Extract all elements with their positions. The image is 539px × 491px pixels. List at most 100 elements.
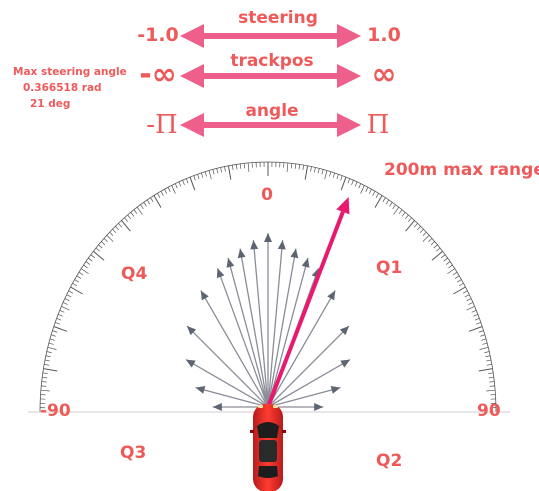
- protractor-tick: [112, 228, 117, 234]
- protractor-tick: [453, 286, 466, 295]
- protractor-tick: [454, 275, 460, 279]
- protractor-tick: [468, 302, 474, 305]
- protractor-tick: [382, 197, 386, 203]
- minus-90-degree-label: -90: [40, 401, 71, 421]
- protractor-tick: [479, 346, 489, 350]
- protractor-tick: [462, 290, 468, 294]
- protractor-tick: [171, 185, 176, 194]
- protractor-tick: [466, 298, 472, 302]
- sensor-ray: [267, 248, 299, 408]
- protractor-tick: [321, 169, 324, 175]
- steering-min-value: -1.0: [137, 24, 179, 46]
- protractor-tick: [185, 178, 189, 184]
- sensor-ray: [237, 248, 269, 408]
- protractor-tick: [98, 244, 103, 249]
- protractor-tick: [481, 338, 487, 341]
- protractor-scale: [28, 161, 510, 413]
- protractor-tick: [456, 279, 462, 283]
- protractor-tick: [392, 204, 396, 210]
- protractor-tick: [143, 202, 147, 207]
- protractor-tick: [51, 334, 57, 337]
- protractor-tick: [385, 199, 390, 205]
- protractor-tick: [294, 163, 297, 169]
- angle-max-value: Π: [366, 110, 390, 140]
- protractor-tick: [422, 231, 427, 237]
- protractor-tick: [130, 212, 135, 217]
- protractor-tick: [90, 254, 95, 259]
- protractor-tick: [76, 275, 82, 279]
- protractor-tick: [227, 165, 232, 180]
- sensor-ray: [216, 268, 269, 408]
- protractor-tick: [157, 193, 161, 198]
- protractor-tick: [486, 363, 492, 366]
- sensor-ray: [226, 257, 269, 408]
- protractor-tick: [243, 163, 246, 169]
- protractor-tick: [405, 220, 415, 232]
- protractor-tick: [393, 207, 400, 215]
- protractor-tick: [167, 187, 171, 192]
- protractor-tick: [59, 309, 65, 313]
- trackpos-label: trackpos: [230, 51, 314, 71]
- protractor-tick: [153, 195, 162, 208]
- protractor-tick: [486, 359, 492, 362]
- protractor-tick: [42, 372, 48, 375]
- protractor-tick: [62, 302, 68, 305]
- protractor-tick: [182, 180, 185, 185]
- sensor-ray: [185, 359, 269, 408]
- protractor-tick: [212, 169, 215, 175]
- sensor-rays: [185, 233, 351, 411]
- protractor-tick: [436, 247, 441, 252]
- protractor-tick: [466, 306, 475, 311]
- protractor-tick: [93, 250, 105, 261]
- protractor-tick: [41, 385, 47, 387]
- protractor-tick: [150, 197, 154, 203]
- protractor-tick: [408, 217, 412, 222]
- protractor-tick: [430, 241, 435, 246]
- protractor-tick: [127, 214, 131, 220]
- protractor-tick: [46, 351, 52, 354]
- protractor-tick: [231, 165, 234, 171]
- protractor-tick: [74, 279, 80, 283]
- protractor-tick: [347, 178, 351, 184]
- protractor-tick: [332, 172, 335, 178]
- protractor-tick: [340, 176, 347, 191]
- protractor-tick: [41, 381, 47, 383]
- protractor-tick: [83, 264, 88, 269]
- protractor-tick: [471, 309, 477, 313]
- protractor-tick: [286, 162, 289, 172]
- protractor-tick: [405, 214, 409, 220]
- protractor-tick: [474, 318, 480, 321]
- protractor-tick: [174, 183, 178, 189]
- protractor-tick: [88, 257, 93, 262]
- protractor-tick: [464, 294, 470, 298]
- steering-max-value: 1.0: [367, 24, 401, 46]
- car: [250, 404, 286, 491]
- protractor-tick: [81, 268, 89, 275]
- trackpos-double-arrow: [180, 64, 361, 88]
- protractor-tick: [235, 164, 238, 170]
- protractor-tick: [482, 342, 488, 345]
- quadrant-q4: Q4: [121, 264, 148, 284]
- protractor-tick: [401, 212, 406, 217]
- protractor-tick: [201, 172, 204, 178]
- protractor-tick: [441, 254, 446, 259]
- protractor-tick: [118, 223, 122, 228]
- quadrant-q3: Q3: [120, 443, 147, 463]
- protractor-tick: [146, 199, 151, 205]
- protractor-tick: [95, 247, 100, 252]
- protractor-tick: [414, 223, 418, 228]
- protractor-tick: [290, 163, 293, 169]
- protractor-tick: [375, 193, 379, 198]
- protractor-tick: [448, 264, 453, 269]
- protractor-tick: [56, 318, 62, 321]
- protractor-tick: [52, 330, 58, 333]
- protractor-tick: [336, 174, 339, 180]
- sensor-ray: [267, 386, 341, 408]
- protractor-tick: [140, 204, 144, 210]
- protractor-tick: [45, 355, 51, 358]
- protractor-tick: [101, 241, 106, 246]
- protractor-tick: [478, 330, 484, 333]
- sensor-ray: [267, 240, 286, 408]
- protractor-tick: [44, 359, 50, 362]
- protractor-tick: [452, 271, 458, 276]
